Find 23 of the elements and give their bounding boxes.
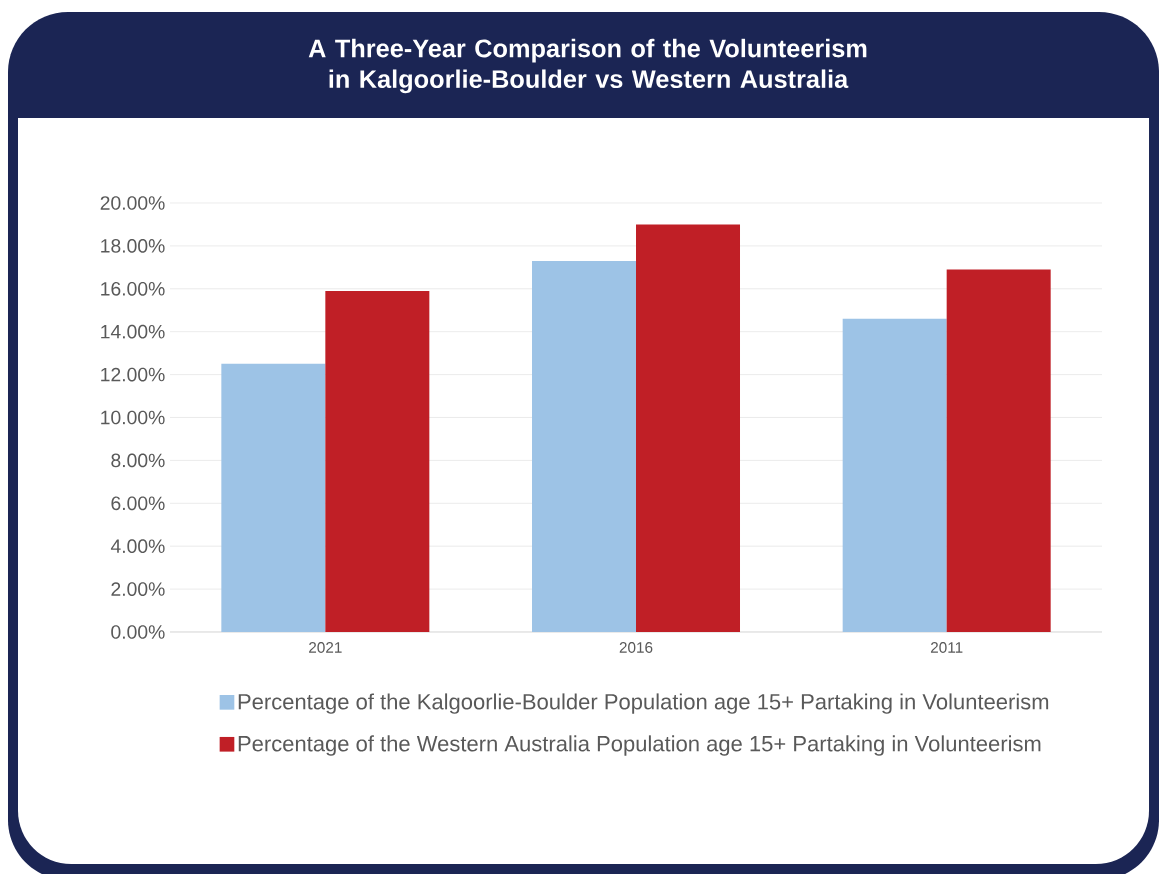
bar <box>842 318 947 632</box>
y-tick-label: 10.00% <box>101 410 165 425</box>
y-tick-label: 0.00% <box>111 625 165 639</box>
bar <box>325 290 430 632</box>
x-tick-label: 2016 <box>619 642 653 653</box>
y-tick-label: 6.00% <box>111 496 165 511</box>
legend-label: Percentage of the Western Australia Population age 15+ Partaking in Volunteerism <box>238 735 1041 756</box>
chart-title: A Three-Year Comparison of the Volunteerism in Kalgoorlie-Boulder vs Western Australia <box>308 38 867 94</box>
x-tick-label: 2021 <box>309 642 342 653</box>
bar <box>636 224 741 632</box>
bar <box>532 260 637 632</box>
y-tick-label: 20.00% <box>100 196 165 210</box>
y-tick-label: 14.00% <box>101 324 165 339</box>
y-tick-label: 2.00% <box>111 582 165 596</box>
bar <box>221 363 326 632</box>
bar <box>946 269 1051 632</box>
y-tick-label: 16.00% <box>101 281 165 296</box>
y-tick-label: 4.00% <box>110 539 165 554</box>
x-tick-label: 2011 <box>930 642 963 653</box>
y-tick-label: 12.00% <box>101 367 165 382</box>
y-tick-label: 18.00% <box>101 239 165 253</box>
legend-label: Percentage of the Kalgoorlie-Boulder Population age 15+ Partaking in Volunteerism <box>238 693 1049 714</box>
y-tick-label: 8.00% <box>111 453 165 468</box>
